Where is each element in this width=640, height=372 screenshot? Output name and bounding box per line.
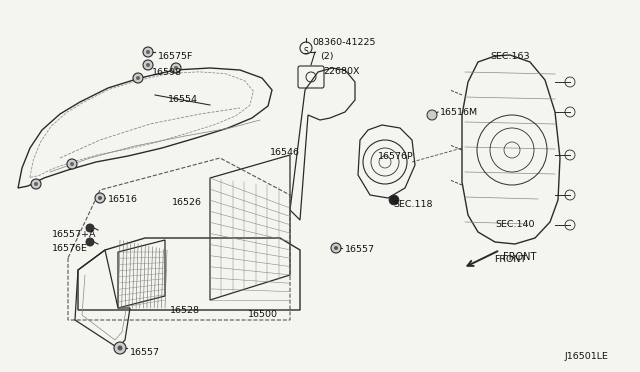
Text: FRONT: FRONT	[494, 255, 526, 264]
Circle shape	[118, 346, 122, 350]
Text: (2): (2)	[320, 52, 333, 61]
Circle shape	[98, 196, 102, 200]
Circle shape	[146, 50, 150, 54]
Text: 16557+A: 16557+A	[52, 230, 97, 239]
Circle shape	[331, 243, 341, 253]
Text: 16516M: 16516M	[440, 108, 478, 117]
Circle shape	[95, 193, 105, 203]
Text: 16576P: 16576P	[378, 152, 413, 161]
Text: 16557: 16557	[130, 348, 160, 357]
Text: 16546: 16546	[270, 148, 300, 157]
Circle shape	[114, 342, 126, 354]
Circle shape	[31, 179, 41, 189]
Circle shape	[133, 73, 143, 83]
Circle shape	[174, 66, 178, 70]
Text: 16554: 16554	[168, 95, 198, 104]
Text: 16557: 16557	[345, 245, 375, 254]
Text: SEC.163: SEC.163	[490, 52, 530, 61]
Text: 08360-41225: 08360-41225	[312, 38, 376, 47]
Circle shape	[70, 162, 74, 166]
Text: J16501LE: J16501LE	[565, 352, 609, 361]
Text: S: S	[303, 48, 308, 57]
Text: SEC.140: SEC.140	[495, 220, 534, 229]
Text: 16598: 16598	[152, 68, 182, 77]
Text: SEC.118: SEC.118	[393, 200, 433, 209]
Circle shape	[171, 63, 181, 73]
Circle shape	[143, 60, 153, 70]
Circle shape	[389, 195, 399, 205]
Text: 16500: 16500	[248, 310, 278, 319]
Text: 16575F: 16575F	[158, 52, 193, 61]
Circle shape	[136, 76, 140, 80]
Circle shape	[334, 246, 338, 250]
Text: 16576E: 16576E	[52, 244, 88, 253]
Text: 16516: 16516	[108, 195, 138, 204]
Text: 16526: 16526	[172, 198, 202, 207]
Circle shape	[427, 110, 437, 120]
Text: FRONT: FRONT	[503, 252, 536, 262]
Circle shape	[146, 63, 150, 67]
Circle shape	[34, 182, 38, 186]
Circle shape	[67, 159, 77, 169]
Circle shape	[143, 47, 153, 57]
Circle shape	[86, 238, 94, 246]
Text: 16528: 16528	[170, 306, 200, 315]
Circle shape	[86, 224, 94, 232]
Text: 22680X: 22680X	[323, 67, 360, 76]
